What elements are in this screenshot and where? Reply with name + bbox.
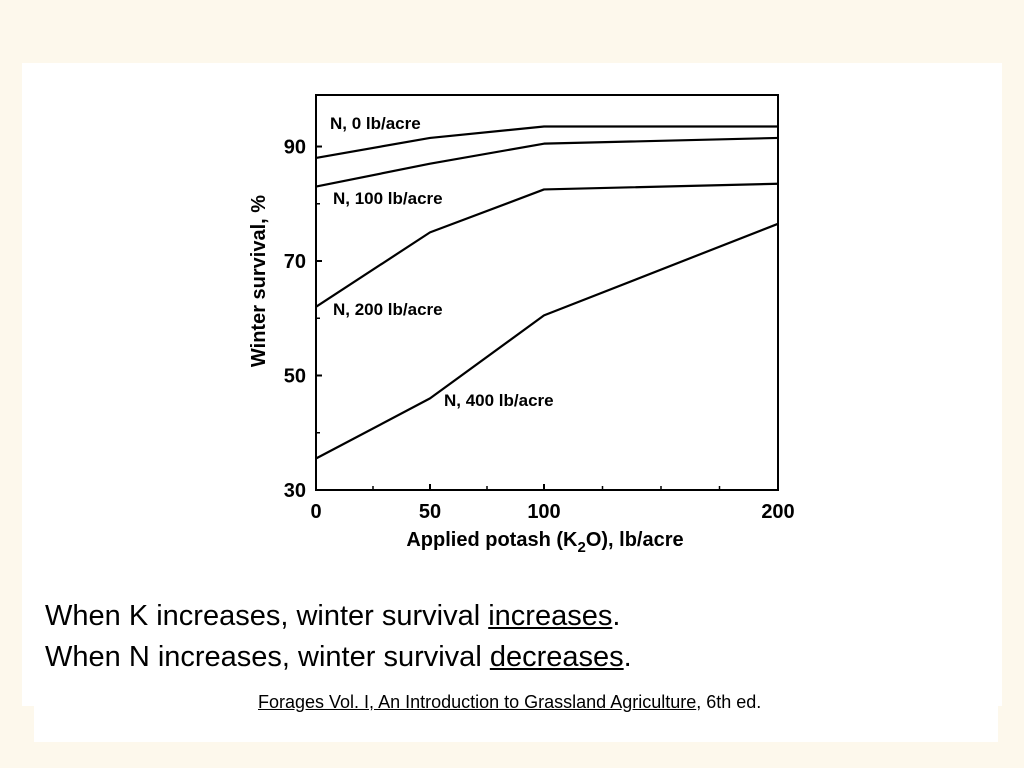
tick-layer: 0 50 100 200 30 50 70 90 (284, 137, 795, 523)
statement-n-prefix: When N increases, winter survival (45, 641, 490, 673)
series-layer (315, 125, 779, 460)
statement-n: When N increases, winter survival decrea… (45, 641, 632, 674)
series-line-3 (315, 222, 779, 460)
citation-edition: , 6th ed. (696, 692, 762, 712)
series-label-layer: N, 0 lb/acre N, 100 lb/acre N, 200 lb/acre… (330, 114, 554, 410)
series-label-1: N, 100 lb/acre (333, 189, 443, 208)
statement-n-emphasis: decreases (489, 641, 624, 673)
x-tick-label: 100 (527, 501, 560, 523)
y-tick-label: 90 (284, 137, 306, 159)
series-label-3: N, 400 lb/acre (444, 391, 554, 410)
y-tick-label: 30 (284, 480, 306, 502)
x-tick-label: 200 (761, 501, 794, 523)
x-axis-title: Applied potash (K2O), lb/acre (406, 529, 683, 556)
citation-title: Forages Vol. I, An Introduction to Grass… (258, 692, 697, 712)
y-tick-label: 70 (284, 251, 306, 273)
y-tick-label: 50 (284, 366, 306, 388)
series-line-2 (315, 182, 779, 308)
content-panel-footer (34, 706, 998, 742)
series-line-1 (315, 136, 779, 188)
statement-n-suffix: . (623, 641, 632, 673)
x-axis-title-tail: O), lb/acre (586, 529, 684, 551)
statement-k-emphasis: increases (488, 600, 613, 632)
statement-k: When K increases, winter survival increa… (45, 600, 620, 633)
statement-k-suffix: . (612, 600, 621, 632)
x-axis-title-subscript: 2 (577, 539, 585, 556)
plot-frame (315, 94, 779, 491)
content-panel (22, 63, 1002, 706)
x-tick-label: 50 (419, 501, 441, 523)
x-axis-title-main: Applied potash (K (406, 529, 578, 551)
series-line-0 (315, 125, 778, 160)
x-tick-label: 0 (310, 501, 321, 523)
series-label-0: N, 0 lb/acre (330, 114, 421, 133)
series-label-2: N, 200 lb/acre (333, 300, 443, 319)
plot-border (315, 94, 779, 491)
statement-k-prefix: When K increases, winter survival (45, 600, 489, 632)
y-axis-title: Winter survival, % (248, 195, 270, 367)
source-citation: Forages Vol. I, An Introduction to Grass… (258, 692, 761, 713)
